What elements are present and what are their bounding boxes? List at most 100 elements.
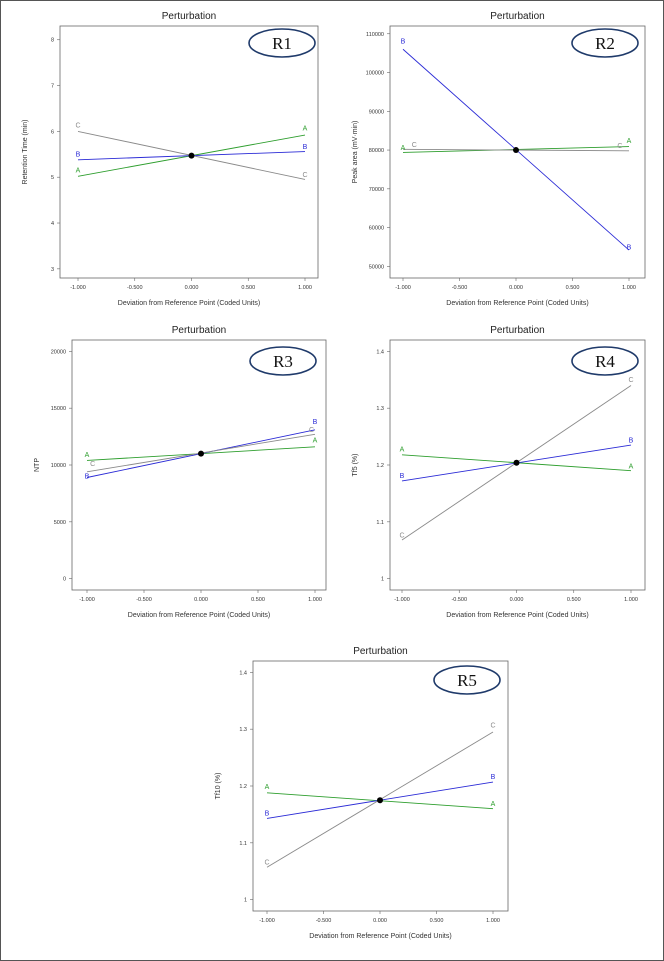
x-tick-label: -1.000 — [70, 285, 86, 291]
series-marker-a: A — [85, 452, 90, 459]
x-tick-label: 0.500 — [251, 597, 265, 603]
chart-r2: Perturbation R2 -1.000 -0.500 0.000 0.500 1.00… — [352, 11, 646, 307]
x-tick-label: -0.500 — [451, 597, 467, 603]
x-tick-label: 0.500 — [567, 597, 581, 603]
x-tick-label: 1.000 — [622, 285, 636, 291]
series-marker-b: B — [400, 473, 405, 480]
y-tick-label: 1.2 — [376, 463, 384, 469]
series-marker-a: A — [76, 168, 81, 175]
x-tick-label: -0.500 — [136, 597, 152, 603]
series-marker-a: A — [400, 446, 405, 453]
chart-title: Perturbation — [162, 11, 216, 22]
series-marker-a: A — [313, 437, 318, 444]
chart-r3: Perturbation R3 -1.000 -0.500 0.000 0.500 1.00… — [34, 325, 327, 619]
badge-outline — [571, 28, 639, 58]
series-marker-a: A — [401, 145, 406, 152]
y-axis-label: NTP — [34, 458, 41, 472]
y-tick-label: 1.3 — [376, 406, 384, 412]
y-tick-label: 80000 — [369, 148, 384, 154]
chart-r4: Perturbation R4 -1.000 -0.500 0.000 0.500 1.00… — [352, 325, 646, 619]
series-marker-c: C — [90, 461, 95, 468]
x-tick-label: 0.500 — [430, 918, 444, 924]
x-tick-label: 0.000 — [185, 285, 199, 291]
x-axis-label: Deviation from Reference Point (Coded Un… — [309, 933, 451, 940]
series-marker-a: A — [303, 125, 308, 132]
series-marker-c: C — [264, 859, 269, 866]
badge-label: R4 — [595, 352, 615, 371]
y-tick-label: 3 — [51, 267, 54, 273]
series-marker-a: A — [491, 801, 496, 808]
y-tick-label: 70000 — [369, 187, 384, 193]
x-tick-label: -0.500 — [127, 285, 143, 291]
chart-title: Perturbation — [490, 11, 544, 22]
reference-point — [513, 459, 520, 466]
x-tick-label: -1.000 — [259, 918, 275, 924]
y-tick-label: 50000 — [369, 264, 384, 270]
badge-label: R2 — [595, 34, 615, 53]
series-marker-a: A — [629, 463, 634, 470]
y-tick-label: 7 — [51, 84, 54, 90]
reference-point — [513, 147, 519, 154]
badge-outline — [571, 346, 639, 376]
y-tick-label: 15000 — [51, 406, 66, 412]
badge-label: R3 — [273, 352, 293, 371]
y-tick-label: 6 — [51, 129, 54, 135]
y-tick-label: 8 — [51, 38, 54, 44]
x-tick-label: 0.000 — [510, 597, 524, 603]
chart-r1: Perturbation R1 -1.000 -0.500 0.000 0.500 1.00… — [22, 11, 319, 307]
y-tick-label: 10000 — [51, 463, 66, 469]
y-tick-label: 1.3 — [239, 727, 247, 733]
x-tick-label: -1.000 — [79, 597, 95, 603]
reference-point — [198, 450, 204, 457]
badge-label: R5 — [457, 671, 477, 690]
series-marker-c: C — [309, 427, 314, 434]
x-tick-label: -1.000 — [394, 597, 410, 603]
series-marker-c: C — [617, 143, 622, 150]
x-tick-label: 0.500 — [566, 285, 580, 291]
y-axis-label: Peak area (mV·min) — [352, 121, 359, 184]
chart-r5: Perturbation R5 -1.000 -0.500 0.000 0.500 1.00… — [215, 646, 509, 940]
series-marker-c: C — [412, 142, 417, 149]
x-axis-label: Deviation from Reference Point (Coded Un… — [118, 300, 260, 307]
x-tick-label: 0.000 — [373, 918, 387, 924]
x-axis-label: Deviation from Reference Point (Coded Un… — [128, 612, 270, 619]
badge-outline — [249, 346, 317, 376]
y-tick-label: 4 — [51, 221, 54, 227]
series-marker-c: C — [302, 172, 307, 179]
y-tick-label: 60000 — [369, 226, 384, 232]
y-tick-label: 1.1 — [376, 520, 384, 526]
series-marker-b: B — [627, 245, 632, 252]
y-axis-label: Tf5 (%) — [352, 454, 359, 477]
badge-label: R1 — [272, 34, 292, 53]
badge-outline — [248, 28, 316, 58]
badge-outline — [433, 665, 501, 695]
x-axis-label: Deviation from Reference Point (Coded Un… — [446, 300, 588, 307]
plot-frame — [59, 25, 319, 279]
x-tick-label: 1.000 — [624, 597, 638, 603]
y-tick-label: 1.2 — [239, 784, 247, 790]
chart-title: Perturbation — [172, 325, 226, 336]
y-axis-label: Tf10 (%) — [215, 773, 222, 800]
y-tick-label: 20000 — [51, 349, 66, 355]
series-marker-b: B — [76, 152, 81, 159]
x-tick-label: 0.000 — [194, 597, 208, 603]
y-tick-label: 100000 — [366, 71, 384, 77]
x-tick-label: -0.500 — [452, 285, 468, 291]
x-tick-label: 1.000 — [308, 597, 322, 603]
series-marker-b: B — [313, 419, 318, 426]
x-tick-label: -0.500 — [316, 918, 332, 924]
series-marker-a: A — [265, 784, 270, 791]
series-marker-c: C — [490, 722, 495, 729]
x-tick-label: 0.500 — [241, 285, 255, 291]
y-tick-label: 1 — [244, 898, 247, 904]
series-marker-b: B — [401, 38, 406, 45]
y-tick-label: 110000 — [366, 32, 384, 38]
series-marker-c: C — [399, 533, 404, 540]
y-tick-label: 1.1 — [239, 841, 247, 847]
y-tick-label: 0 — [63, 577, 66, 583]
plot-frame — [389, 25, 646, 279]
reference-point — [377, 797, 383, 804]
x-tick-label: 1.000 — [298, 285, 312, 291]
series-marker-b: B — [303, 144, 308, 151]
